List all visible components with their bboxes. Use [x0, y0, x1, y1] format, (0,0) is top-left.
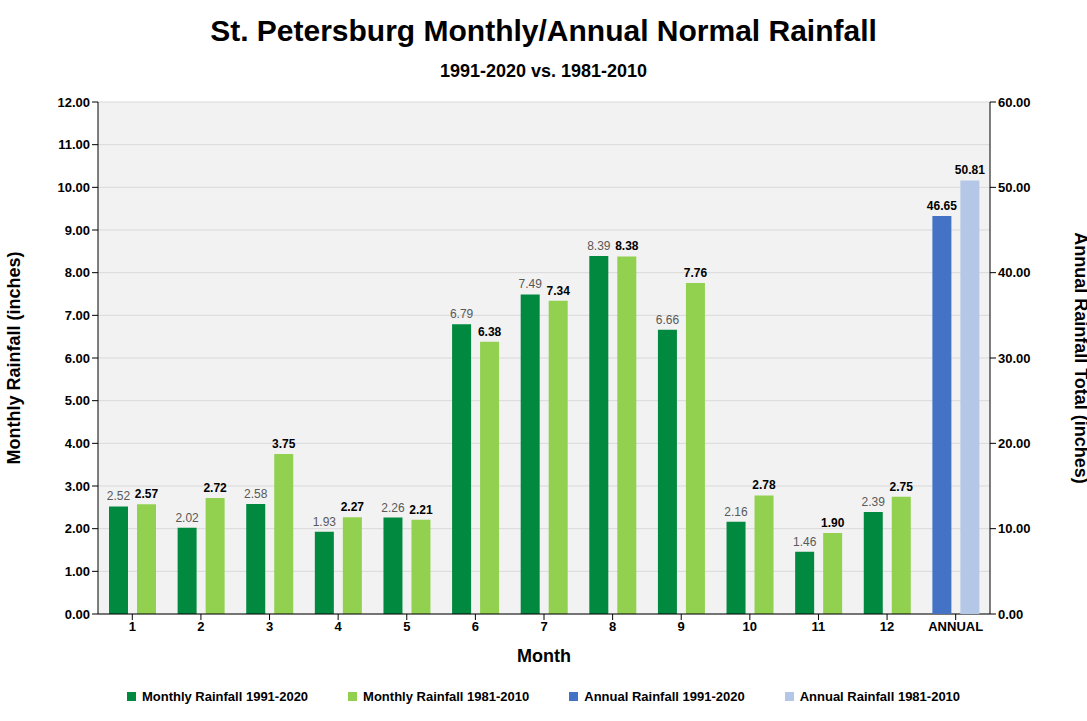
svg-text:6: 6 [472, 619, 479, 634]
svg-text:1: 1 [129, 619, 136, 634]
svg-text:4.00: 4.00 [65, 436, 90, 451]
svg-text:7.49: 7.49 [519, 277, 543, 291]
svg-text:3.00: 3.00 [65, 479, 90, 494]
svg-text:7.76: 7.76 [684, 266, 708, 280]
svg-text:2.02: 2.02 [175, 511, 199, 525]
svg-text:2.00: 2.00 [65, 521, 90, 536]
svg-text:8.38: 8.38 [615, 239, 639, 253]
svg-text:2.72: 2.72 [203, 481, 227, 495]
svg-text:46.65: 46.65 [927, 199, 957, 213]
svg-text:5: 5 [403, 619, 410, 634]
svg-text:50.00: 50.00 [998, 180, 1031, 195]
svg-text:6.79: 6.79 [450, 307, 474, 321]
svg-text:4: 4 [335, 619, 343, 634]
svg-text:1.00: 1.00 [65, 564, 90, 579]
html-text:Annual Rainfall 1981-2010: Annual Rainfall 1981-2010 [799, 689, 961, 704]
svg-text:10.00: 10.00 [998, 521, 1031, 536]
svg-text:2.58: 2.58 [244, 487, 268, 501]
svg-text:30.00: 30.00 [998, 351, 1031, 366]
html-text:Monthly Rainfall 1981-2010: Monthly Rainfall 1981-2010 [363, 689, 530, 704]
svg-text:0.00: 0.00 [65, 607, 90, 622]
svg-text:40.00: 40.00 [998, 265, 1031, 280]
svg-text:2.39: 2.39 [862, 495, 886, 509]
svg-text:5.00: 5.00 [65, 393, 90, 408]
html-text:Monthly Rainfall 1991-2020: Monthly Rainfall 1991-2020 [141, 689, 309, 704]
svg-text:7.34: 7.34 [547, 284, 571, 298]
svg-text:Month: Month [517, 646, 571, 664]
svg-text:12: 12 [880, 619, 894, 634]
svg-text:50.81: 50.81 [955, 163, 985, 177]
html-text:1991-2020 vs. 1981-2010: 1991-2020 vs. 1981-2010 [439, 61, 648, 81]
svg-text:11: 11 [812, 619, 826, 634]
svg-text:20.00: 20.00 [998, 436, 1031, 451]
svg-text:9.00: 9.00 [65, 223, 90, 238]
svg-text:1.93: 1.93 [313, 515, 337, 529]
svg-text:2.21: 2.21 [409, 503, 433, 517]
svg-text:12.00: 12.00 [57, 95, 90, 110]
svg-text:1.90: 1.90 [821, 516, 845, 530]
svg-text:2.26: 2.26 [381, 501, 405, 515]
svg-text:9: 9 [678, 619, 685, 634]
svg-text:6.00: 6.00 [65, 351, 90, 366]
svg-text:60.00: 60.00 [998, 95, 1031, 110]
svg-text:6.38: 6.38 [478, 325, 502, 339]
svg-text:ANNUAL: ANNUAL [928, 619, 983, 634]
svg-text:2.75: 2.75 [890, 480, 914, 494]
svg-text:6.66: 6.66 [656, 313, 680, 327]
svg-text:0.00: 0.00 [998, 607, 1023, 622]
svg-text:Monthly Rainfall (inches): Monthly Rainfall (inches) [8, 251, 24, 464]
html-text:Annual Rainfall 1991-2020: Annual Rainfall 1991-2020 [584, 689, 745, 704]
svg-text:2.16: 2.16 [724, 505, 748, 519]
svg-text:2.57: 2.57 [135, 487, 159, 501]
svg-text:2.78: 2.78 [752, 478, 776, 492]
svg-text:10.00: 10.00 [57, 180, 90, 195]
svg-text:10: 10 [743, 619, 757, 634]
svg-text:2.27: 2.27 [341, 500, 365, 514]
svg-text:7: 7 [540, 619, 547, 634]
svg-text:8: 8 [609, 619, 616, 634]
html-text:St. Petersburg Monthly/Annual: St. Petersburg Monthly/Annual Normal Rai… [210, 14, 877, 47]
svg-text:7.00: 7.00 [65, 308, 90, 323]
svg-text:2: 2 [197, 619, 204, 634]
svg-text:3: 3 [266, 619, 273, 634]
svg-text:2.52: 2.52 [107, 489, 131, 503]
svg-text:Annual Rainfall Total (inches): Annual Rainfall Total (inches) [1071, 232, 1079, 484]
svg-text:8.00: 8.00 [65, 265, 90, 280]
svg-text:11.00: 11.00 [58, 137, 90, 152]
svg-text:8.39: 8.39 [587, 239, 611, 253]
svg-text:3.75: 3.75 [272, 437, 296, 451]
svg-text:1.46: 1.46 [793, 535, 817, 549]
